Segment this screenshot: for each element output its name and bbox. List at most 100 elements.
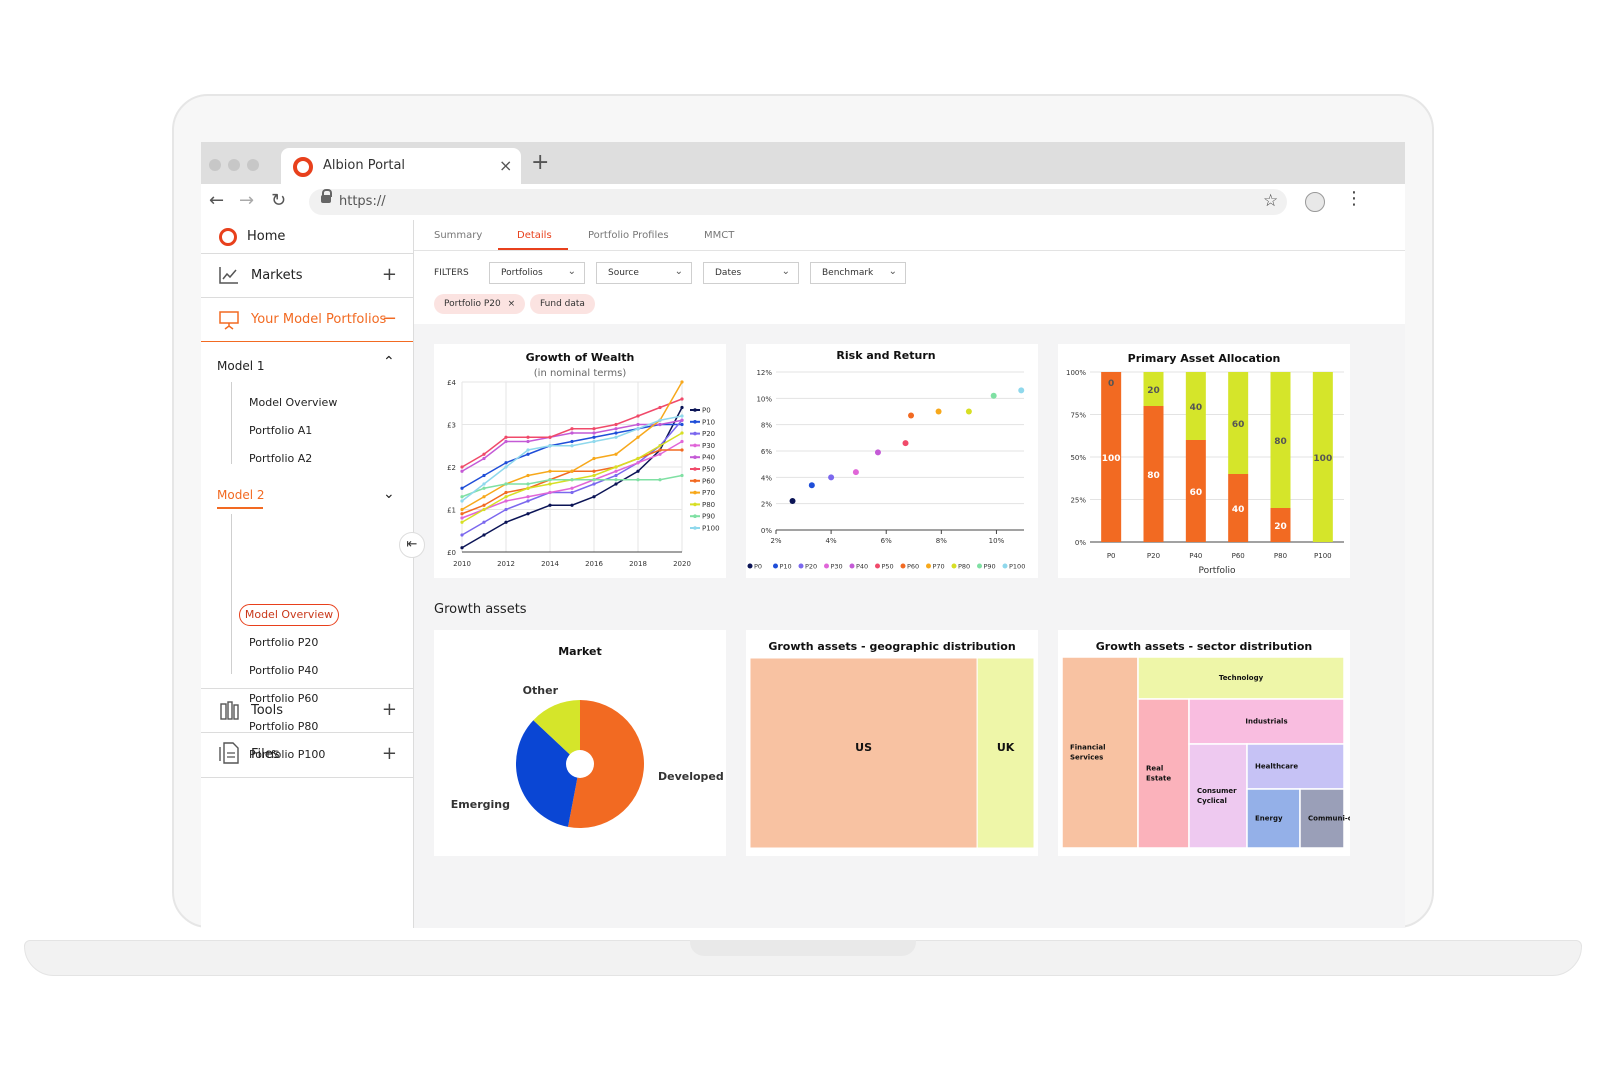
- treemap-cell: [1299, 788, 1345, 849]
- data-point: [658, 478, 662, 482]
- model-2-heading[interactable]: Model 2: [217, 488, 265, 502]
- data-point: [636, 427, 640, 431]
- sidebar-subitem-active[interactable]: Model Overview: [239, 604, 339, 626]
- expand-plus-icon[interactable]: +: [381, 699, 397, 720]
- legend-label: P60: [907, 563, 919, 571]
- legend-label: P0: [754, 563, 762, 571]
- y-tick-label: 100%: [1066, 369, 1086, 377]
- chevron-up-icon[interactable]: ⌃: [383, 354, 395, 370]
- window-minimize-dot[interactable]: [228, 159, 240, 171]
- sidebar: Home Markets + Your Model Portfolios − M…: [201, 220, 414, 928]
- sidebar-subitem[interactable]: Portfolio P80: [249, 720, 319, 733]
- sidebar-subitem[interactable]: Portfolio A1: [249, 424, 313, 437]
- tab-summary[interactable]: Summary: [434, 230, 483, 241]
- model-2-underline: [217, 507, 263, 509]
- collapse-minus-icon[interactable]: −: [381, 308, 397, 329]
- x-tick-label: 4%: [826, 537, 837, 545]
- sidebar-item-your-model-portfolios[interactable]: Your Model Portfolios −: [201, 298, 413, 342]
- chevron-down-icon[interactable]: ⌄: [383, 486, 395, 502]
- chart-title: Growth assets - sector distribution: [1096, 640, 1312, 653]
- sidebar-item-markets[interactable]: Markets +: [201, 254, 413, 298]
- more-menu-icon[interactable]: ⋮: [1345, 188, 1363, 209]
- data-point: [614, 482, 618, 486]
- data-point: [504, 520, 508, 524]
- filter-portfolios-dropdown[interactable]: Portfolios ⌄: [489, 262, 585, 284]
- reload-icon[interactable]: ↻: [271, 190, 287, 211]
- pie-label: Emerging: [451, 798, 510, 811]
- sidebar-item-files[interactable]: Files +: [201, 732, 413, 778]
- files-icon: [219, 742, 239, 764]
- x-axis-label: Portfolio: [1198, 566, 1236, 576]
- data-point: [526, 486, 530, 490]
- bar-segment: [1101, 372, 1122, 542]
- tab-details[interactable]: Details: [517, 230, 552, 241]
- filter-dates-dropdown[interactable]: Dates ⌄: [703, 262, 799, 284]
- data-point: [504, 490, 508, 495]
- sidebar-item-label: Tools: [251, 703, 284, 718]
- url-field[interactable]: https:// ☆: [309, 189, 1287, 215]
- chevron-down-icon: ⌄: [888, 266, 897, 277]
- profile-avatar-icon[interactable]: [1305, 192, 1325, 212]
- legend-label: P40: [702, 454, 715, 462]
- expand-plus-icon[interactable]: +: [381, 743, 397, 764]
- sidebar-item-home[interactable]: Home: [201, 220, 413, 254]
- treemap-label: Communi-cation: [1308, 815, 1350, 823]
- close-icon[interactable]: ×: [507, 299, 516, 309]
- filter-chip-portfolio[interactable]: Portfolio P20 ×: [434, 294, 526, 314]
- tab-mmct[interactable]: MMCT: [704, 230, 735, 241]
- collapse-sidebar-icon[interactable]: ⇤: [399, 532, 425, 558]
- data-point: [614, 469, 618, 473]
- data-point: [636, 414, 640, 418]
- sidebar-subitem[interactable]: Portfolio P40: [249, 664, 319, 677]
- sidebar-subitem[interactable]: Portfolio P100: [249, 748, 326, 761]
- tab-portfolio-profiles[interactable]: Portfolio Profiles: [588, 230, 669, 241]
- market-card: Market Developed Emerging Other: [434, 630, 726, 856]
- legend-marker: [693, 431, 697, 436]
- expand-plus-icon[interactable]: +: [381, 264, 397, 285]
- filter-chip-fund-data[interactable]: Fund data: [530, 294, 595, 314]
- geo-treemap-chart: Growth assets - geographic distribution U…: [749, 640, 1035, 849]
- bookmark-star-icon[interactable]: ☆: [1263, 191, 1279, 211]
- sidebar-subitem[interactable]: Portfolio P60: [249, 692, 319, 705]
- risk-and-return-chart: Risk and Return 0% 2% 4% 6% 8% 10% 12% 2% 4% 6% 8% 1…: [747, 349, 1025, 571]
- url-text: https://: [339, 194, 386, 209]
- legend-label: P50: [882, 563, 894, 571]
- legend-label: P90: [984, 563, 996, 571]
- data-point: [482, 507, 486, 512]
- sidebar-subitem[interactable]: Portfolio P20: [249, 636, 319, 649]
- growth-of-wealth-card: Growth of Wealth (in nominal terms) £0 £1 £2…: [434, 344, 726, 578]
- x-tick-label: P40: [1189, 552, 1202, 560]
- sidebar-subitem[interactable]: Portfolio A2: [249, 452, 313, 465]
- albion-logo-icon: [293, 157, 313, 177]
- data-point: [482, 520, 486, 524]
- window-close-dot[interactable]: [209, 159, 221, 171]
- filter-source-dropdown[interactable]: Source ⌄: [596, 262, 692, 284]
- data-point: [592, 495, 596, 499]
- data-point: [614, 473, 618, 478]
- legend-label: P80: [958, 563, 970, 571]
- sidebar-subitem[interactable]: Model Overview: [249, 396, 338, 409]
- x-tick-label: P0: [1107, 552, 1116, 560]
- window-maximize-dot[interactable]: [247, 159, 259, 171]
- x-tick-label: 2018: [629, 560, 647, 568]
- scatter-point-p60: [908, 412, 915, 419]
- legend-marker: [977, 563, 982, 569]
- bar-segment: [1228, 474, 1249, 542]
- legend-label: P40: [856, 563, 868, 571]
- pie-slice-developed: [568, 700, 644, 828]
- browser-tab[interactable]: Albion Portal ×: [281, 148, 521, 184]
- new-tab-icon[interactable]: +: [531, 150, 550, 175]
- model-1-heading[interactable]: Model 1: [217, 359, 265, 373]
- close-icon[interactable]: ×: [499, 156, 513, 175]
- filter-benchmark-dropdown[interactable]: Benchmark ⌄: [810, 262, 906, 284]
- back-icon[interactable]: ←: [209, 190, 225, 211]
- data-point: [482, 486, 486, 490]
- x-tick-label: P100: [1314, 552, 1332, 560]
- data-point: [592, 473, 596, 478]
- data-point: [548, 503, 552, 507]
- data-point: [504, 507, 508, 512]
- sidebar-item-tools[interactable]: Tools +: [201, 688, 413, 733]
- forward-icon[interactable]: →: [239, 190, 255, 211]
- y-tick-label: £4: [447, 379, 456, 387]
- data-point: [526, 495, 530, 499]
